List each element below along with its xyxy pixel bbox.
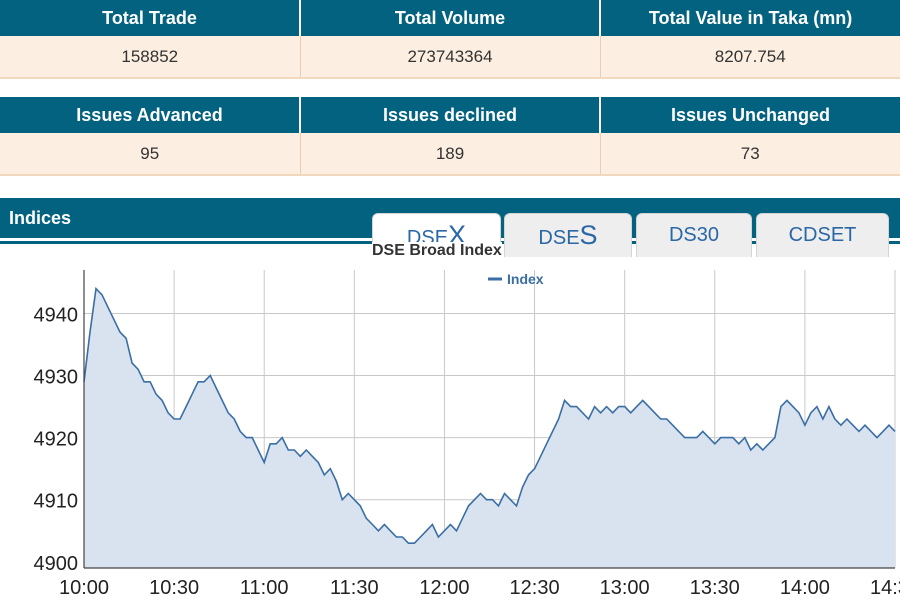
y-tick-label: 4940 [34, 304, 79, 326]
issues-advanced-value: 95 [0, 133, 301, 176]
indices-title: Indices [9, 208, 72, 228]
chart-title: DSE Broad Index [372, 242, 502, 260]
x-tick-label: 11:00 [240, 577, 289, 599]
tab-dses-suffix: S [579, 220, 598, 250]
x-tick-label: 10:00 [59, 577, 109, 599]
x-tick-label: 11:30 [330, 577, 379, 599]
x-tick-label: 12:00 [419, 577, 469, 599]
tab-dses-prefix: DSE [538, 227, 580, 249]
tab-cdset[interactable]: CDSET [756, 213, 889, 257]
issues-declined-header: Issues declined [300, 97, 601, 133]
tab-ds30[interactable]: DS30 [636, 213, 752, 257]
y-tick-label: 4910 [34, 491, 79, 513]
summary-table: Total Trade Total Volume Total Value in … [0, 0, 900, 79]
y-tick-label: 4930 [34, 367, 79, 389]
total-trade-header: Total Trade [0, 0, 301, 36]
y-tick-label: 4920 [34, 429, 79, 451]
series-area [84, 288, 895, 568]
total-trade-value: 158852 [0, 36, 301, 79]
issues-advanced-header: Issues Advanced [0, 97, 301, 133]
total-volume-header: Total Volume [300, 0, 601, 36]
total-volume-value: 273743364 [300, 36, 601, 79]
y-tick-label: 4900 [34, 553, 79, 575]
x-tick-label: 10:30 [149, 577, 199, 599]
x-tick-label: 13:00 [600, 577, 650, 599]
index-chart: 4900 4910 4920 4930 4940 10:00 10:30 11:00 11:30… [34, 270, 900, 599]
tab-dses[interactable]: DSES [504, 213, 632, 257]
x-tick-label: 14:00 [780, 577, 830, 599]
total-value-value: 8207.754 [600, 36, 900, 79]
x-tick-label: 12:30 [510, 577, 560, 599]
issues-table: Issues Advanced Issues declined Issues U… [0, 97, 900, 176]
issues-declined-value: 189 [300, 133, 601, 176]
series-line [83, 286, 896, 544]
issues-unchanged-header: Issues Unchanged [600, 97, 900, 133]
legend-label: Index [507, 271, 544, 287]
issues-unchanged-value: 73 [600, 133, 900, 176]
total-value-header: Total Value in Taka (mn) [600, 0, 900, 36]
x-tick-label: 14:30 [870, 577, 900, 599]
x-tick-label: 13:30 [690, 577, 740, 599]
